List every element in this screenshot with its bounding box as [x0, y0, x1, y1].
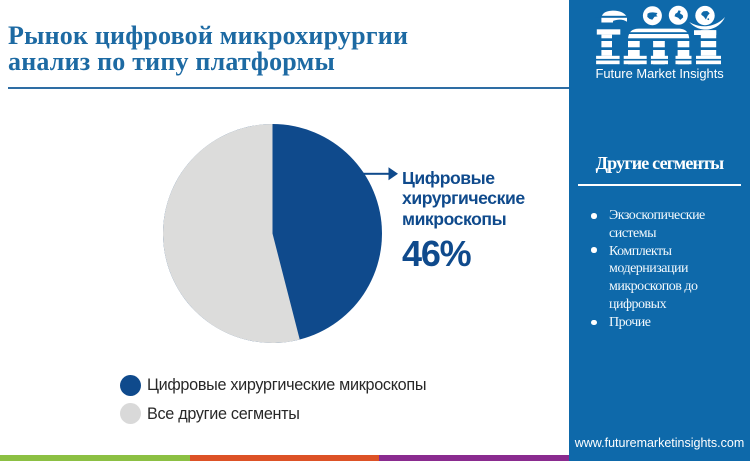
- svg-text:Future Market Insights: Future Market Insights: [596, 66, 724, 81]
